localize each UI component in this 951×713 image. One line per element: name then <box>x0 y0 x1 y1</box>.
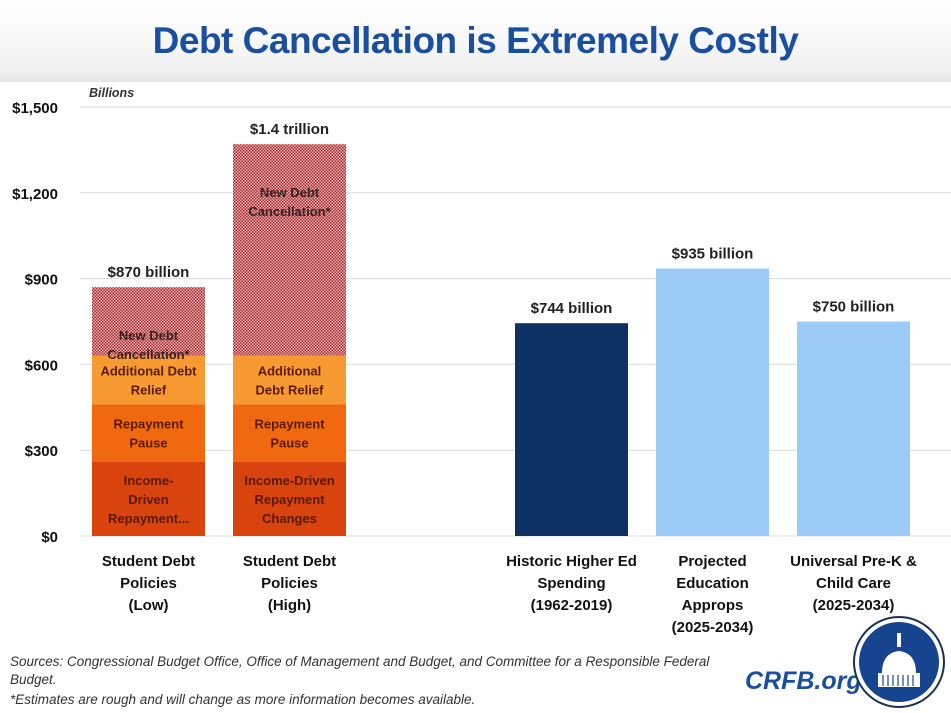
x-category-label: (Low) <box>129 597 169 614</box>
x-category-label: (2025-2034) <box>672 619 754 636</box>
crfb-link[interactable]: CRFB.org <box>745 667 862 695</box>
x-category-label: (2025-2034) <box>813 597 895 614</box>
segment-label: Pause <box>270 436 308 451</box>
x-category-label: Child Care <box>816 575 891 592</box>
bar-segment <box>797 321 910 536</box>
bar-total-label: $750 billion <box>813 299 895 316</box>
segment-label: Debt Relief <box>256 383 325 398</box>
x-category-label: Policies <box>120 575 177 592</box>
segment-label: Changes <box>262 511 317 526</box>
segment-label: Income- <box>124 473 174 488</box>
segment-label: Pause <box>129 436 167 451</box>
title-band <box>0 0 951 82</box>
chart-title: Debt Cancellation is Extremely Costly <box>152 20 799 61</box>
segment-label: Repayment <box>113 417 184 432</box>
segment-label: Repayment... <box>108 511 189 526</box>
segment-label: Driven <box>128 492 169 507</box>
segment-label: Cancellation* <box>107 347 190 362</box>
bar-segment <box>515 323 628 536</box>
x-category-label: Student Debt <box>243 553 336 570</box>
x-category-label: Universal Pre-K & <box>790 553 917 570</box>
bar-segment <box>233 144 346 356</box>
x-category-label: (1962-2019) <box>531 597 613 614</box>
x-category-label: Spending <box>537 575 605 592</box>
y-tick-label: $1,500 <box>12 100 58 117</box>
bar-segment <box>233 355 346 405</box>
bar-total-label: $744 billion <box>531 300 613 317</box>
bar-total-label: $870 billion <box>108 264 190 281</box>
segment-label: Additional <box>258 364 322 379</box>
bar-segment <box>92 404 205 462</box>
segment-label: New Debt <box>119 328 179 343</box>
estimate-note: *Estimates are rough and will change as … <box>10 692 476 707</box>
bar-segment <box>233 404 346 462</box>
y-tick-label: $300 <box>25 443 58 460</box>
bar-segment <box>656 268 769 536</box>
segment-label: Relief <box>131 383 167 398</box>
segment-label: Repayment <box>254 417 325 432</box>
x-category-label: Projected <box>678 553 746 570</box>
unit-label: Billions <box>89 86 134 100</box>
x-category-label: Approps <box>682 597 744 614</box>
bar-segment <box>233 461 346 536</box>
x-category-label: Student Debt <box>102 553 195 570</box>
segment-label: Additional Debt <box>100 364 197 379</box>
bar-segment <box>92 287 205 356</box>
y-tick-label: $0 <box>41 529 58 546</box>
y-tick-label: $900 <box>25 272 58 289</box>
segment-label: Income-Driven <box>244 473 334 488</box>
capitol-logo-icon <box>853 616 945 708</box>
segment-label: Cancellation* <box>248 204 331 219</box>
x-category-label: Policies <box>261 575 318 592</box>
segment-label: Repayment <box>254 492 325 507</box>
bar-total-label: $1.4 trillion <box>250 121 329 138</box>
bar-segment <box>92 355 205 405</box>
y-tick-label: $1,200 <box>12 186 58 203</box>
x-category-label: Education <box>676 575 749 592</box>
x-category-label: Historic Higher Ed <box>506 553 637 570</box>
bar-segment <box>92 461 205 536</box>
y-tick-label: $600 <box>25 357 58 374</box>
segment-label: New Debt <box>260 185 320 200</box>
sources-note-cont: Budget. <box>10 672 57 687</box>
sources-note: Sources: Congressional Budget Office, Of… <box>10 654 710 669</box>
bar-total-label: $935 billion <box>672 246 754 263</box>
x-category-label: (High) <box>268 597 311 614</box>
